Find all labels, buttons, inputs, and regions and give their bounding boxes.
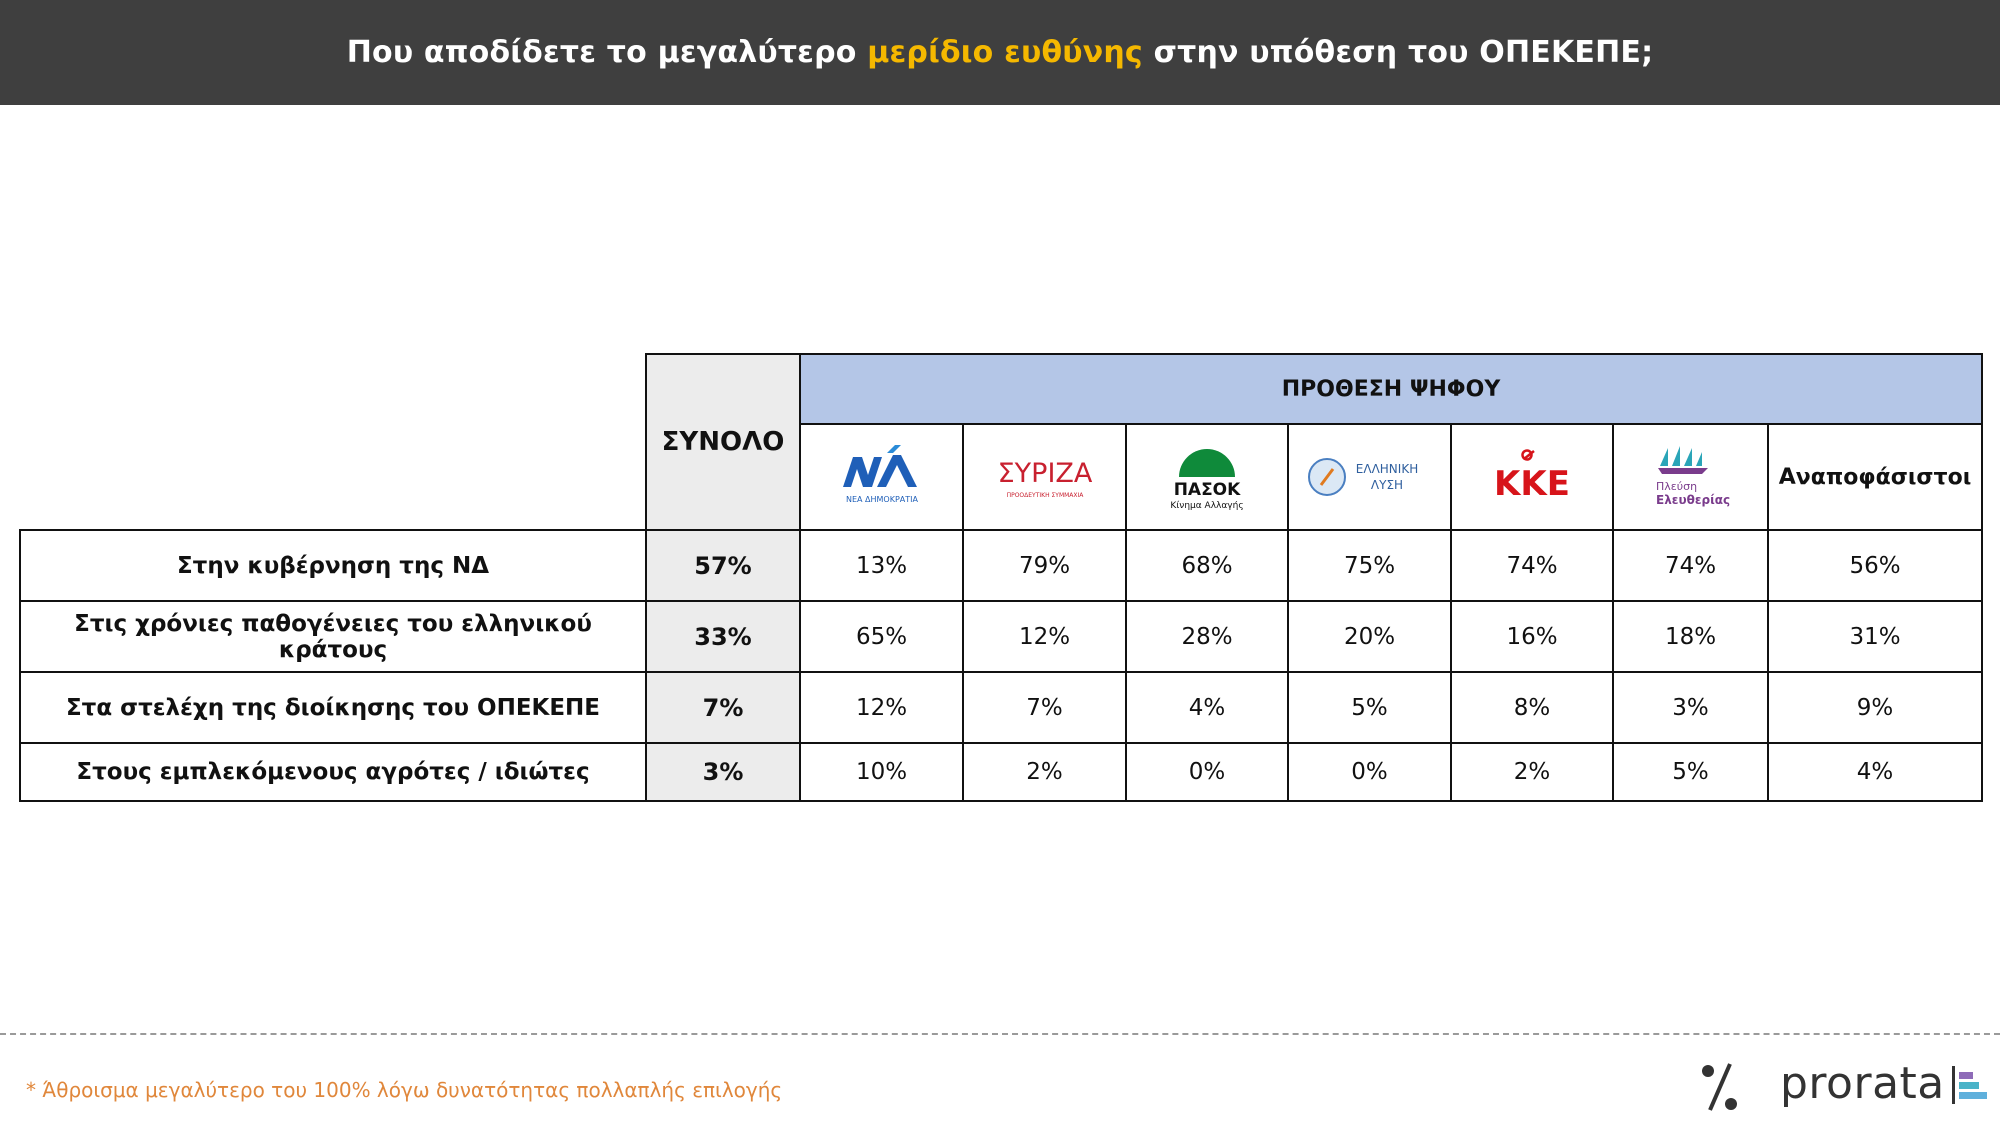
pasok-logo-icon: ΠΑΣΟΚ Κίνημα Αλλαγής (1170, 449, 1244, 511)
table-row: Στις χρόνιες παθογένειες του ελληνικού κ… (19, 600, 1984, 673)
value-plefsi: 18% (1612, 600, 1769, 673)
syriza-logo-icon: ΣΥΡΙΖΑ ΠΡΟΟΔΕΥΤΙΚΗ ΣΥΜΜΑΧΙΑ (997, 458, 1092, 499)
vote-intention-header: ΠΡΟΘΕΣΗ ΨΗΦΟΥ (798, 353, 1984, 425)
kke-logo-icon: ΚΚΕ (1494, 449, 1570, 504)
value-pasok: 68% (1125, 529, 1289, 602)
value-undecided: 56% (1766, 529, 1984, 602)
prorata-bars-icon (1951, 1065, 1987, 1104)
value-undecided: 4% (1766, 742, 1984, 802)
value-pasok: 4% (1125, 671, 1289, 744)
pasok-logo-subtitle: Κίνημα Αλλαγής (1170, 501, 1243, 511)
value-kke: 2% (1450, 742, 1614, 802)
table-row: Στους εμπλεκόμενους αγρότες / ιδιώτες 3%… (19, 742, 1984, 802)
syriza-logo-subtitle: ΠΡΟΟΔΕΥΤΙΚΗ ΣΥΜΜΑΧΙΑ (1006, 492, 1084, 499)
plefsi-logo-line2: Ελευθερίας (1656, 493, 1730, 507)
pasok-logo-name: ΠΑΣΟΚ (1174, 480, 1241, 500)
party-undecided: Αναποφάσιστοι (1766, 423, 1984, 531)
party-elliniki-lysi: ΕΛΛΗΝΙΚΗ ΛΥΣΗ (1287, 423, 1452, 531)
syriza-logo-name: ΣΥΡΙΖΑ (997, 458, 1092, 489)
value-plefsi: 3% (1612, 671, 1769, 744)
table-row: Στην κυβέρνηση της ΝΔ 57% 13% 79% 68% 75… (19, 529, 1984, 602)
page-title: Που αποδίδετε το μεγαλύτερο μερίδιο ευθύ… (347, 35, 1654, 70)
value-elliniki-lysi: 20% (1287, 600, 1452, 673)
value-nd: 13% (799, 529, 964, 602)
total-header: ΣΥΝΟΛΟ (645, 353, 801, 531)
party-nd: ΝΕΑ ΔΗΜΟΚΡΑΤΙΑ (799, 423, 964, 531)
elliniki-lysi-logo-icon: ΕΛΛΗΝΙΚΗ ΛΥΣΗ (1307, 458, 1418, 496)
title-bar: Που αποδίδετε το μεγαλύτερο μερίδιο ευθύ… (0, 0, 2000, 105)
value-plefsi: 5% (1612, 742, 1769, 802)
footnote: * Άθροισμα μεγαλύτερο του 100% λόγω δυνα… (26, 1078, 783, 1102)
value-pasok: 28% (1125, 600, 1289, 673)
nd-logo-subtitle: ΝΕΑ ΔΗΜΟΚΡΑΤΙΑ (845, 495, 918, 504)
value-undecided: 31% (1766, 600, 1984, 673)
title-text-before: Που αποδίδετε το μεγαλύτερο (346, 35, 868, 70)
title-text-after: στην υπόθεση του ΟΠΕΚΕΠΕ; (1142, 35, 1654, 70)
row-label: Στους εμπλεκόμενους αγρότες / ιδιώτες (19, 742, 647, 802)
value-undecided: 9% (1766, 671, 1984, 744)
value-kke: 8% (1450, 671, 1614, 744)
elliniki-lysi-logo-line1: ΕΛΛΗΝΙΚΗ (1355, 462, 1417, 476)
brand-name: prorata (1780, 1058, 1945, 1109)
total-value: 7% (645, 671, 801, 744)
value-syriza: 79% (962, 529, 1127, 602)
nd-logo-icon: ΝΕΑ ΔΗΜΟΚΡΑΤΙΑ (842, 445, 918, 504)
value-kke: 74% (1450, 529, 1614, 602)
party-pasok: ΠΑΣΟΚ Κίνημα Αλλαγής (1125, 423, 1289, 531)
value-nd: 12% (799, 671, 964, 744)
value-kke: 16% (1450, 600, 1614, 673)
row-label: Στις χρόνιες παθογένειες του ελληνικού κ… (19, 600, 647, 673)
value-elliniki-lysi: 0% (1287, 742, 1452, 802)
total-value: 33% (645, 600, 801, 673)
value-syriza: 7% (962, 671, 1127, 744)
prorata-percent-icon (1702, 1063, 1737, 1111)
total-value: 57% (645, 529, 801, 602)
value-elliniki-lysi: 5% (1287, 671, 1452, 744)
results-table: ΣΥΝΟΛΟ ΠΡΟΘΕΣΗ ΨΗΦΟΥ ΝΕΑ ΔΗΜΟΚΡΑΤΙΑ ΣΥΡΙ… (19, 353, 1984, 802)
value-pasok: 0% (1125, 742, 1289, 802)
elliniki-lysi-logo-line2: ΛΥΣΗ (1370, 478, 1402, 492)
party-plefsi: Πλεύση Ελευθερίας (1612, 423, 1769, 531)
value-syriza: 2% (962, 742, 1127, 802)
value-syriza: 12% (962, 600, 1127, 673)
corner-cell (20, 354, 646, 531)
party-kke: ΚΚΕ (1450, 423, 1614, 531)
value-nd: 65% (799, 600, 964, 673)
footer-divider (0, 1033, 2000, 1035)
kke-logo-name: ΚΚΕ (1494, 464, 1570, 504)
total-value: 3% (645, 742, 801, 802)
value-elliniki-lysi: 75% (1287, 529, 1452, 602)
party-syriza: ΣΥΡΙΖΑ ΠΡΟΟΔΕΥΤΙΚΗ ΣΥΜΜΑΧΙΑ (962, 423, 1127, 531)
prorata-logo: prorata (1780, 1058, 1991, 1109)
value-nd: 10% (799, 742, 964, 802)
row-label: Στην κυβέρνηση της ΝΔ (19, 529, 647, 602)
table-row: Στα στελέχη της διοίκησης του ΟΠΕΚΕΠΕ 7%… (19, 671, 1984, 744)
title-highlight: μερίδιο ευθύνης (867, 35, 1143, 70)
plefsi-logo-icon: Πλεύση Ελευθερίας (1656, 446, 1730, 507)
plefsi-logo-line1: Πλεύση (1656, 480, 1697, 493)
value-plefsi: 74% (1612, 529, 1769, 602)
row-label: Στα στελέχη της διοίκησης του ΟΠΕΚΕΠΕ (19, 671, 647, 744)
